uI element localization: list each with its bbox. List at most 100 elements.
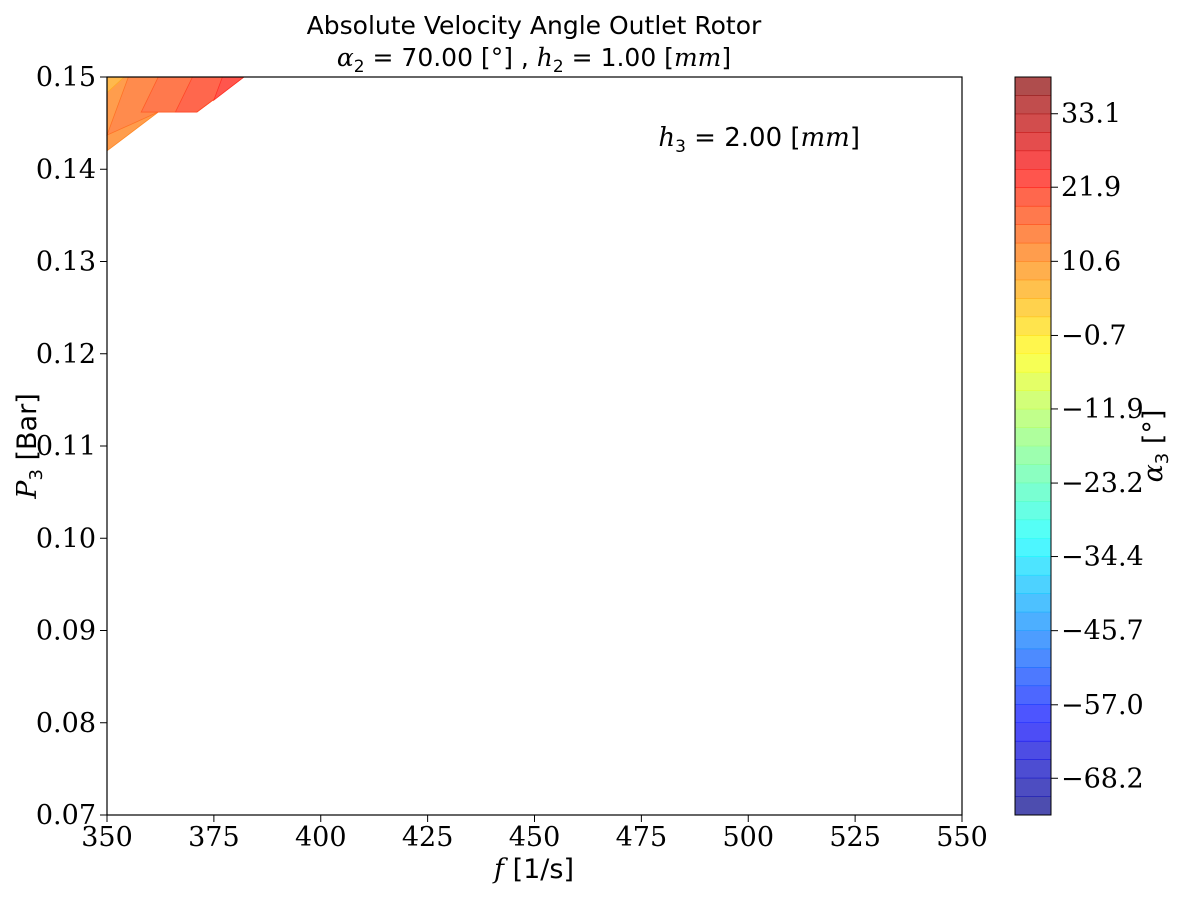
- colorbar-band: [1015, 77, 1051, 96]
- subtitle-h-unit: mm: [674, 43, 721, 72]
- colorbar-band: [1015, 335, 1051, 355]
- subtitle-alpha-subscript: 2: [354, 57, 365, 77]
- colorbar-band: [1015, 648, 1051, 668]
- y-tick-label: 0.09: [36, 616, 96, 647]
- h3-annotation: h3 = 2.00 [mm]: [658, 123, 860, 157]
- colorbar-band: [1015, 538, 1051, 558]
- x-tick-label: 375: [188, 822, 240, 853]
- x-axis-label-text: [1/s]: [504, 854, 574, 885]
- colorbar-frame: [1014, 76, 1052, 816]
- y-tick-label: 0.08: [36, 708, 96, 739]
- colorbar-band: [1015, 427, 1051, 447]
- colorbar-band: [1015, 298, 1051, 318]
- chart-title: Absolute Velocity Angle Outlet Rotor: [307, 11, 762, 40]
- colorbar-band: [1015, 132, 1051, 152]
- colorbar-tick-label: −45.7: [1061, 616, 1144, 647]
- subtitle-alpha-symbol: α: [337, 43, 354, 72]
- colorbar-band: [1015, 390, 1051, 410]
- colorbar-band: [1015, 206, 1051, 225]
- colorbar-band: [1015, 722, 1051, 742]
- y-tick-label: 0.10: [36, 523, 96, 554]
- colorbar-label-text: [°]: [1138, 410, 1169, 453]
- colorbar-band: [1015, 482, 1051, 502]
- x-tick-label: 500: [722, 822, 774, 853]
- colorbar-band: [1015, 556, 1051, 576]
- subtitle-alpha-text: = 70.00 [°] ,: [365, 43, 537, 72]
- colorbar-band: [1015, 261, 1051, 281]
- colorbar-band: [1015, 187, 1051, 207]
- colorbar-band: [1015, 372, 1051, 392]
- colorbar-band: [1015, 169, 1051, 189]
- colorbar-band: [1015, 630, 1051, 650]
- subtitle-h-close: ]: [721, 43, 731, 72]
- plot-area: [106, 76, 246, 152]
- colorbar-band: [1015, 409, 1051, 428]
- colorbar-tick-label: −34.4: [1061, 542, 1144, 573]
- colorbar-ticks: 33.1 21.9 10.6 −0.7 −11.9 −23.2 −34.4 −45.7 −57.…: [1051, 99, 1144, 794]
- x-tick-label: 425: [402, 822, 454, 853]
- y-tick-label: 0.07: [36, 800, 96, 831]
- y-tick-label: 0.11: [36, 431, 96, 462]
- colorbar-band: [1015, 113, 1051, 133]
- colorbar-band: [1015, 519, 1051, 539]
- colorbar-tick-label: 21.9: [1061, 172, 1121, 203]
- y-axis-label-symbol: P: [12, 480, 43, 500]
- x-tick-label: 350: [81, 822, 133, 853]
- y-axis-label: P3 [Bar]: [12, 393, 47, 499]
- colorbar-tick-label: −68.2: [1061, 763, 1144, 794]
- plot-frame: [106, 76, 963, 816]
- x-axis-label: f [1/s]: [492, 854, 574, 885]
- colorbar-band: [1015, 741, 1051, 761]
- y-axis-label-subscript: 3: [26, 469, 47, 480]
- colorbar-tick-label: −57.0: [1061, 690, 1144, 721]
- x-tick-label: 525: [829, 822, 881, 853]
- colorbar-band: [1015, 593, 1051, 613]
- colorbar-tick-label: −11.9: [1061, 394, 1144, 425]
- colorbar-tick-label: 33.1: [1061, 99, 1121, 130]
- y-tick-label: 0.13: [36, 247, 96, 278]
- y-tick-label: 0.15: [36, 62, 96, 93]
- colorbar-band: [1015, 612, 1051, 631]
- y-tick-label: 0.14: [36, 154, 96, 185]
- annotation-symbol: h: [658, 123, 675, 153]
- x-tick-label: 400: [295, 822, 347, 853]
- colorbar-band: [1015, 316, 1051, 336]
- colorbar-band: [1015, 796, 1051, 816]
- y-axis-label-text: [Bar]: [12, 393, 43, 469]
- y-axis: 0.07 0.08 0.09 0.10 0.11 0.12 0.13 0.14 0.15: [36, 62, 107, 831]
- x-tick-label: 475: [616, 822, 668, 853]
- colorbar-band: [1015, 279, 1051, 299]
- colorbar-label: α3 [°]: [1138, 410, 1173, 483]
- colorbar-band: [1015, 685, 1051, 705]
- colorbar-band: [1015, 704, 1051, 724]
- colorbar-band: [1015, 464, 1051, 484]
- annotation-close: ]: [850, 123, 860, 153]
- colorbar: [1015, 77, 1051, 816]
- colorbar-label-symbol: α: [1138, 464, 1169, 482]
- subtitle-h-subscript: 2: [553, 57, 564, 77]
- colorbar-band: [1015, 150, 1051, 170]
- colorbar-band: [1015, 759, 1051, 779]
- colorbar-label-subscript: 3: [1152, 453, 1173, 464]
- x-tick-label: 550: [936, 822, 988, 853]
- subtitle-h-symbol: h: [537, 43, 553, 72]
- colorbar-tick-label: 10.6: [1061, 246, 1121, 277]
- annotation-text: = 2.00 [: [686, 123, 801, 153]
- colorbar-band: [1015, 224, 1051, 244]
- colorbar-band: [1015, 778, 1051, 797]
- colorbar-band: [1015, 501, 1051, 521]
- annotation-unit: mm: [801, 123, 850, 153]
- chart-subtitle: α2 = 70.00 [°] , h2 = 1.00 [mm]: [337, 43, 731, 77]
- colorbar-tick-label: −0.7: [1061, 320, 1127, 351]
- colorbar-band: [1015, 353, 1051, 373]
- x-tick-label: 450: [509, 822, 561, 853]
- x-axis: 350 375 400 425 450 475 500 525 550: [81, 815, 988, 853]
- colorbar-band: [1015, 667, 1051, 687]
- colorbar-band: [1015, 575, 1051, 594]
- colorbar-tick-label: −23.2: [1061, 468, 1144, 499]
- colorbar-band: [1015, 243, 1051, 262]
- colorbar-band: [1015, 95, 1051, 115]
- annotation-subscript: 3: [675, 137, 686, 157]
- y-tick-label: 0.12: [36, 339, 96, 370]
